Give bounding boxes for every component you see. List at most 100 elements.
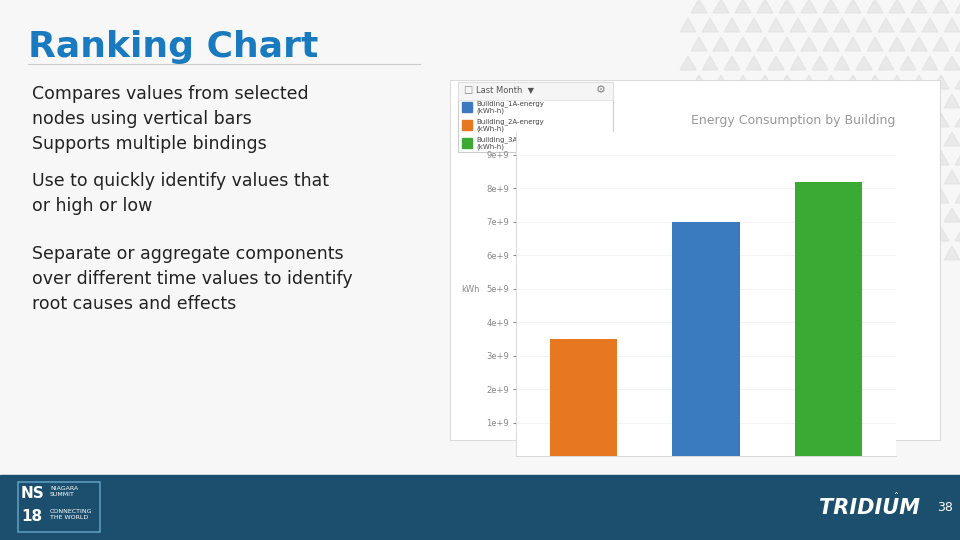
Polygon shape: [801, 189, 817, 203]
Text: Building_1A-energy
(kWh-h): Building_1A-energy (kWh-h): [476, 100, 544, 114]
Polygon shape: [735, 227, 751, 241]
Text: CONNECTING
THE WORLD: CONNECTING THE WORLD: [50, 509, 92, 520]
Polygon shape: [702, 208, 718, 222]
Polygon shape: [944, 208, 960, 222]
Polygon shape: [900, 132, 916, 146]
Bar: [462, 138, 472, 148]
Polygon shape: [779, 37, 795, 51]
Text: Building_3A-energy
(kWh-h): Building_3A-energy (kWh-h): [476, 136, 544, 150]
Polygon shape: [790, 170, 806, 184]
Polygon shape: [955, 113, 960, 127]
Polygon shape: [812, 94, 828, 108]
Polygon shape: [911, 0, 927, 13]
Polygon shape: [702, 132, 718, 146]
Polygon shape: [801, 113, 817, 127]
Polygon shape: [768, 56, 784, 70]
Polygon shape: [779, 75, 795, 89]
Polygon shape: [768, 246, 784, 260]
Polygon shape: [867, 151, 883, 165]
Polygon shape: [790, 18, 806, 32]
Polygon shape: [801, 75, 817, 89]
Polygon shape: [735, 0, 751, 13]
Polygon shape: [845, 37, 861, 51]
Polygon shape: [889, 189, 905, 203]
Polygon shape: [856, 56, 872, 70]
Polygon shape: [746, 56, 762, 70]
Polygon shape: [878, 94, 894, 108]
Polygon shape: [757, 189, 773, 203]
Polygon shape: [955, 151, 960, 165]
Polygon shape: [889, 75, 905, 89]
Polygon shape: [724, 208, 740, 222]
Polygon shape: [779, 151, 795, 165]
Polygon shape: [724, 94, 740, 108]
Polygon shape: [922, 94, 938, 108]
Polygon shape: [746, 94, 762, 108]
Polygon shape: [757, 0, 773, 13]
Polygon shape: [856, 246, 872, 260]
Polygon shape: [724, 246, 740, 260]
Polygon shape: [691, 0, 707, 13]
Polygon shape: [735, 75, 751, 89]
Polygon shape: [878, 170, 894, 184]
Polygon shape: [834, 18, 850, 32]
Text: □: □: [463, 85, 472, 95]
Polygon shape: [812, 246, 828, 260]
Polygon shape: [922, 56, 938, 70]
Polygon shape: [812, 132, 828, 146]
Polygon shape: [812, 56, 828, 70]
Polygon shape: [911, 75, 927, 89]
Polygon shape: [680, 94, 696, 108]
Polygon shape: [680, 246, 696, 260]
Polygon shape: [955, 189, 960, 203]
Polygon shape: [911, 151, 927, 165]
Polygon shape: [867, 227, 883, 241]
Polygon shape: [713, 151, 729, 165]
Polygon shape: [900, 170, 916, 184]
Bar: [462, 120, 472, 130]
Polygon shape: [856, 94, 872, 108]
Polygon shape: [845, 189, 861, 203]
Polygon shape: [702, 94, 718, 108]
Polygon shape: [845, 0, 861, 13]
Polygon shape: [779, 113, 795, 127]
Polygon shape: [790, 208, 806, 222]
Polygon shape: [790, 56, 806, 70]
Polygon shape: [713, 0, 729, 13]
Text: Supports multiple bindings: Supports multiple bindings: [32, 135, 267, 153]
Polygon shape: [867, 37, 883, 51]
Polygon shape: [823, 75, 839, 89]
Polygon shape: [680, 170, 696, 184]
Polygon shape: [702, 246, 718, 260]
Polygon shape: [735, 189, 751, 203]
Polygon shape: [834, 132, 850, 146]
Text: NS: NS: [21, 486, 45, 501]
Polygon shape: [856, 170, 872, 184]
Polygon shape: [944, 18, 960, 32]
Polygon shape: [955, 37, 960, 51]
Polygon shape: [724, 132, 740, 146]
Bar: [458, 82, 613, 152]
Polygon shape: [922, 246, 938, 260]
Polygon shape: [768, 132, 784, 146]
Text: NIAGARA
SUMMIT: NIAGARA SUMMIT: [50, 486, 78, 497]
Polygon shape: [845, 75, 861, 89]
Polygon shape: [911, 227, 927, 241]
Polygon shape: [900, 208, 916, 222]
Polygon shape: [713, 113, 729, 127]
Polygon shape: [801, 0, 817, 13]
Polygon shape: [691, 75, 707, 89]
Polygon shape: [944, 170, 960, 184]
Polygon shape: [823, 0, 839, 13]
Polygon shape: [691, 113, 707, 127]
Text: ⚙: ⚙: [596, 85, 606, 95]
Polygon shape: [878, 56, 894, 70]
Polygon shape: [944, 94, 960, 108]
Polygon shape: [702, 56, 718, 70]
Polygon shape: [823, 113, 839, 127]
Polygon shape: [845, 151, 861, 165]
Polygon shape: [757, 151, 773, 165]
Polygon shape: [900, 246, 916, 260]
Polygon shape: [691, 151, 707, 165]
Bar: [550, 339, 617, 456]
